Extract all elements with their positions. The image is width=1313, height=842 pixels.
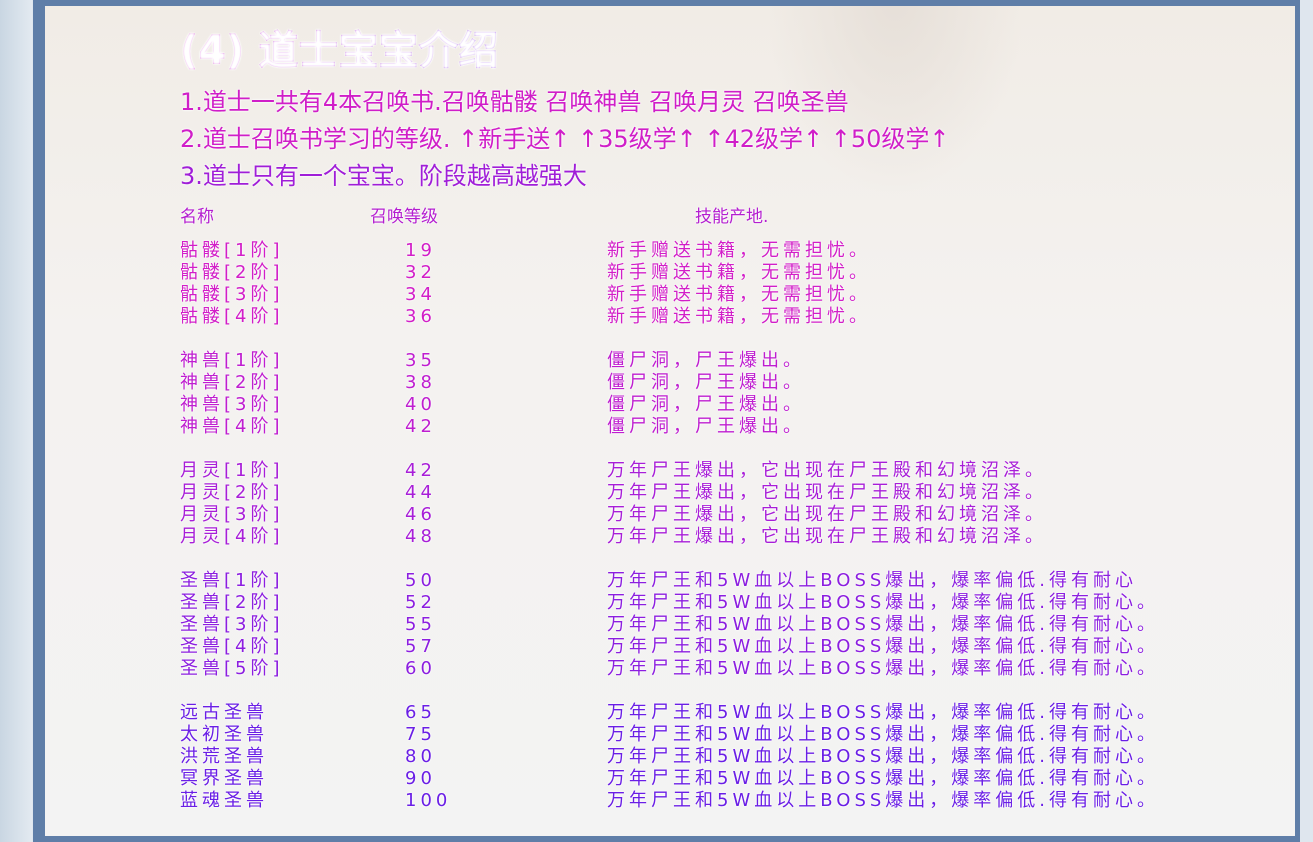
row-source: 万年尸王和5W血以上BOSS爆出，爆率偏低.得有耐心 [607, 570, 1138, 591]
row-level: 19 [405, 240, 436, 261]
row-name: 神兽[2阶] [180, 372, 284, 393]
row-name: 圣兽[3阶] [180, 614, 284, 635]
row-name: 圣兽[1阶] [180, 570, 284, 591]
row-name: 骷髅[1阶] [180, 240, 284, 261]
header-level: 召唤等级 [370, 207, 438, 227]
row-level: 50 [405, 570, 436, 591]
row-name: 骷髅[2阶] [180, 262, 284, 283]
row-source: 僵尸洞，尸王爆出。 [607, 372, 805, 393]
row-name: 圣兽[5阶] [180, 658, 284, 679]
row-name: 远古圣兽 [180, 702, 268, 723]
row-level: 52 [405, 592, 436, 613]
row-level: 46 [405, 504, 436, 525]
row-name: 神兽[4阶] [180, 416, 284, 437]
row-name: 月灵[4阶] [180, 526, 284, 547]
row-name: 骷髅[4阶] [180, 306, 284, 327]
row-level: 60 [405, 658, 436, 679]
row-level: 100 [405, 790, 452, 811]
row-source: 万年尸王爆出，它出现在尸王殿和幻境沼泽。 [607, 460, 1047, 481]
row-name: 蓝魂圣兽 [180, 790, 268, 811]
header-source: 技能产地. [695, 207, 769, 227]
row-level: 40 [405, 394, 436, 415]
row-name: 圣兽[4阶] [180, 636, 284, 657]
row-name: 太初圣兽 [180, 724, 268, 745]
row-level: 48 [405, 526, 436, 547]
row-name: 神兽[3阶] [180, 394, 284, 415]
page-title: (4) 道士宝宝介绍 [180, 18, 498, 76]
page-background [0, 0, 32, 842]
row-source: 万年尸王和5W血以上BOSS爆出，爆率偏低.得有耐心。 [607, 724, 1160, 745]
row-name: 月灵[1阶] [180, 460, 284, 481]
row-source: 僵尸洞，尸王爆出。 [607, 416, 805, 437]
row-level: 75 [405, 724, 436, 745]
row-level: 42 [405, 460, 436, 481]
row-level: 42 [405, 416, 436, 437]
row-name: 神兽[1阶] [180, 350, 284, 371]
row-source: 万年尸王爆出，它出现在尸王殿和幻境沼泽。 [607, 526, 1047, 547]
row-name: 月灵[3阶] [180, 504, 284, 525]
row-name: 洪荒圣兽 [180, 746, 268, 767]
row-name: 月灵[2阶] [180, 482, 284, 503]
row-level: 36 [405, 306, 436, 327]
row-source: 万年尸王和5W血以上BOSS爆出，爆率偏低.得有耐心。 [607, 790, 1160, 811]
background-mountain [765, 6, 1025, 196]
row-level: 44 [405, 482, 436, 503]
row-source: 新手赠送书籍，无需担忧。 [607, 240, 871, 261]
row-source: 新手赠送书籍，无需担忧。 [607, 306, 871, 327]
row-source: 万年尸王和5W血以上BOSS爆出，爆率偏低.得有耐心。 [607, 702, 1160, 723]
row-source: 万年尸王爆出，它出现在尸王殿和幻境沼泽。 [607, 504, 1047, 525]
row-source: 新手赠送书籍，无需担忧。 [607, 262, 871, 283]
row-level: 65 [405, 702, 436, 723]
row-name: 冥界圣兽 [180, 768, 268, 789]
row-source: 万年尸王和5W血以上BOSS爆出，爆率偏低.得有耐心。 [607, 746, 1160, 767]
row-level: 55 [405, 614, 436, 635]
row-name: 圣兽[2阶] [180, 592, 284, 613]
content-panel: (4) 道士宝宝介绍 1.道士一共有4本召唤书.召唤骷髅 召唤神兽 召唤月灵 召… [45, 6, 1295, 836]
row-level: 32 [405, 262, 436, 283]
row-level: 35 [405, 350, 436, 371]
row-source: 万年尸王和5W血以上BOSS爆出，爆率偏低.得有耐心。 [607, 658, 1160, 679]
row-source: 万年尸王和5W血以上BOSS爆出，爆率偏低.得有耐心。 [607, 614, 1160, 635]
header-name: 名称 [180, 207, 214, 227]
row-source: 僵尸洞，尸王爆出。 [607, 394, 805, 415]
row-level: 57 [405, 636, 436, 657]
row-level: 38 [405, 372, 436, 393]
row-name: 骷髅[3阶] [180, 284, 284, 305]
row-source: 万年尸王和5W血以上BOSS爆出，爆率偏低.得有耐心。 [607, 768, 1160, 789]
row-source: 新手赠送书籍，无需担忧。 [607, 284, 871, 305]
row-source: 万年尸王和5W血以上BOSS爆出，爆率偏低.得有耐心。 [607, 636, 1160, 657]
row-level: 80 [405, 746, 436, 767]
row-source: 万年尸王爆出，它出现在尸王殿和幻境沼泽。 [607, 482, 1047, 503]
intro-line-3: 3.道士只有一个宝宝。阶段越高越强大 [180, 162, 587, 190]
row-level: 90 [405, 768, 436, 789]
row-level: 34 [405, 284, 436, 305]
row-source: 万年尸王和5W血以上BOSS爆出，爆率偏低.得有耐心。 [607, 592, 1160, 613]
row-source: 僵尸洞，尸王爆出。 [607, 350, 805, 371]
intro-line-2: 2.道士召唤书学习的等级. ↑新手送↑ ↑35级学↑ ↑42级学↑ ↑50级学↑ [180, 125, 950, 153]
intro-line-1: 1.道士一共有4本召唤书.召唤骷髅 召唤神兽 召唤月灵 召唤圣兽 [180, 88, 849, 116]
